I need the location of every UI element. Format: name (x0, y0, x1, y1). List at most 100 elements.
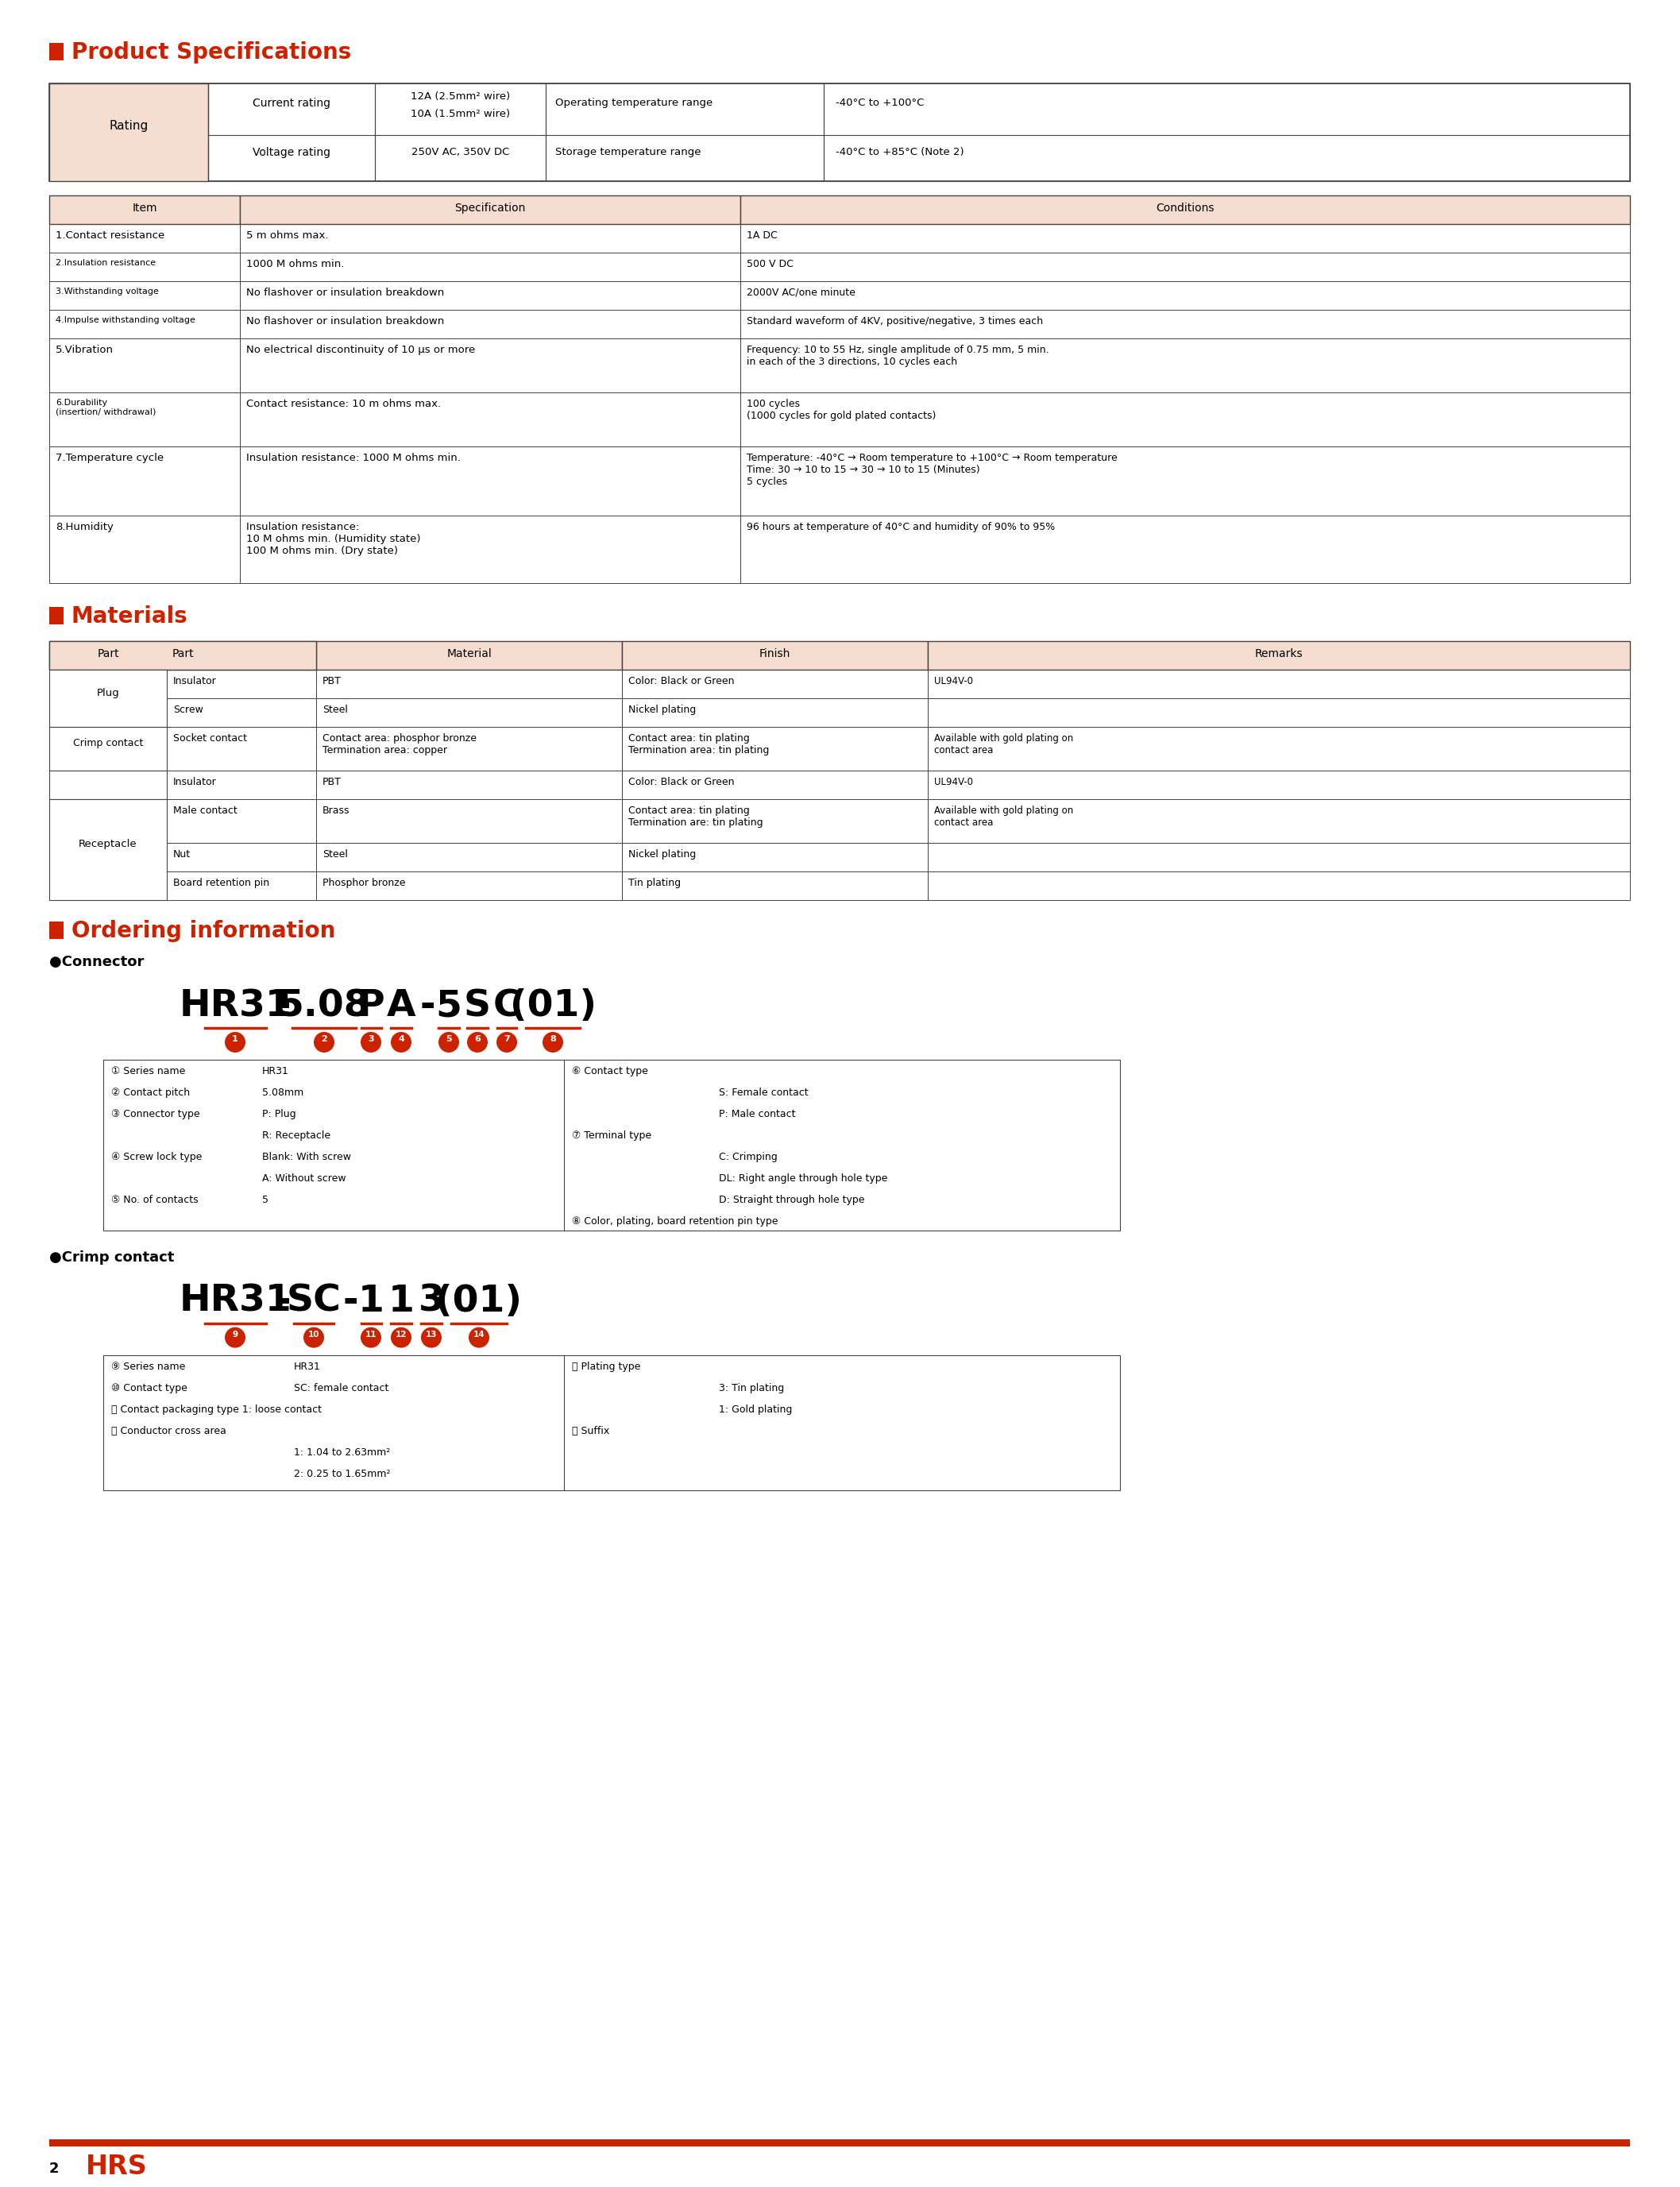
Bar (927, 842, 1630, 873)
Text: Contact area: phosphor bronze
Termination area: copper: Contact area: phosphor bronze Terminatio… (323, 733, 477, 757)
Bar (166, 698, 316, 726)
Text: 13: 13 (425, 1330, 437, 1338)
Text: 2: 2 (321, 1034, 328, 1043)
Bar (49, 339, 240, 391)
Bar (741, 446, 1630, 516)
Text: Board retention pin: Board retention pin (173, 877, 269, 888)
Bar (166, 726, 316, 770)
Text: SC: female contact: SC: female contact (294, 1382, 388, 1393)
Text: 2: 2 (49, 2161, 59, 2176)
Text: P: Plug: P: Plug (262, 1109, 296, 1120)
Text: -: - (343, 1284, 358, 1319)
Bar (49, 2139, 1630, 2145)
Bar (316, 798, 622, 842)
Bar (49, 280, 240, 311)
Bar (622, 873, 927, 901)
Bar (622, 842, 927, 873)
Bar (49, 641, 166, 669)
Text: -40°C to +100°C: -40°C to +100°C (835, 98, 924, 107)
Text: 1A DC: 1A DC (746, 230, 778, 241)
Bar (240, 339, 741, 391)
Text: 5: 5 (435, 989, 462, 1024)
Text: Color: Black or Green: Color: Black or Green (628, 776, 734, 787)
Bar (208, 83, 375, 182)
Text: 10A (1.5mm² wire): 10A (1.5mm² wire) (410, 109, 511, 118)
Text: ●Crimp contact: ●Crimp contact (49, 1251, 175, 1264)
Circle shape (361, 1328, 381, 1347)
Text: Contact area: tin plating
Termination are: tin plating: Contact area: tin plating Termination ar… (628, 805, 763, 829)
Bar (316, 842, 622, 873)
Text: Item: Item (133, 203, 156, 214)
Bar (49, 83, 1630, 182)
Bar (622, 798, 927, 842)
Circle shape (438, 1032, 459, 1052)
Bar (240, 516, 741, 584)
Text: Phosphor bronze: Phosphor bronze (323, 877, 405, 888)
Text: Nut: Nut (173, 849, 192, 859)
Text: Receptacle: Receptacle (79, 840, 138, 849)
Bar (316, 726, 622, 770)
Text: A: Without screw: A: Without screw (262, 1172, 346, 1183)
Text: 100 cycles
(1000 cycles for gold plated contacts): 100 cycles (1000 cycles for gold plated … (746, 398, 936, 420)
Text: UL94V-0: UL94V-0 (934, 676, 973, 687)
Text: Steel: Steel (323, 704, 348, 715)
Text: P: P (358, 989, 385, 1024)
Circle shape (543, 1032, 563, 1052)
Text: Available with gold plating on
contact area: Available with gold plating on contact a… (934, 733, 1074, 757)
Text: 3: 3 (368, 1034, 375, 1043)
Text: Voltage rating: Voltage rating (252, 147, 331, 157)
Text: ⑪ Contact packaging type 1: loose contact: ⑪ Contact packaging type 1: loose contac… (111, 1404, 321, 1415)
Bar (240, 311, 741, 339)
Text: 8: 8 (549, 1034, 556, 1043)
Bar (927, 798, 1630, 842)
Text: 11: 11 (365, 1330, 376, 1338)
Text: 9: 9 (232, 1330, 239, 1338)
Bar (166, 798, 316, 842)
Text: ③ Connector type: ③ Connector type (111, 1109, 200, 1120)
Bar (622, 726, 927, 770)
Text: Nickel plating: Nickel plating (628, 704, 696, 715)
Text: ⑩ Contact type: ⑩ Contact type (111, 1382, 188, 1393)
Text: ⑬ Plating type: ⑬ Plating type (571, 1360, 640, 1371)
Text: 5: 5 (445, 1034, 452, 1043)
Text: P: Male contact: P: Male contact (719, 1109, 796, 1120)
Text: Part: Part (171, 650, 193, 660)
Text: Materials: Materials (72, 606, 188, 628)
Bar (166, 641, 316, 669)
Bar (741, 339, 1630, 391)
Text: 5.08mm: 5.08mm (262, 1087, 304, 1098)
Text: 4.Impulse withstanding voltage: 4.Impulse withstanding voltage (55, 315, 195, 324)
Bar (49, 311, 240, 339)
Bar (49, 391, 240, 446)
Bar (49, 669, 166, 726)
Bar (741, 391, 1630, 446)
Text: Product Specifications: Product Specifications (72, 42, 351, 63)
Text: 3.Withstanding voltage: 3.Withstanding voltage (55, 286, 160, 295)
Bar (49, 608, 64, 625)
Bar (927, 726, 1630, 770)
Text: DL: Right angle through hole type: DL: Right angle through hole type (719, 1172, 887, 1183)
Text: Conditions: Conditions (1156, 203, 1215, 214)
Text: S: Female contact: S: Female contact (719, 1087, 808, 1098)
Text: 6.Durability
(insertion/ withdrawal): 6.Durability (insertion/ withdrawal) (55, 398, 156, 416)
Text: 1: Gold plating: 1: Gold plating (719, 1404, 793, 1415)
Bar (49, 252, 240, 280)
Circle shape (314, 1032, 334, 1052)
Bar (49, 446, 240, 516)
Circle shape (225, 1328, 245, 1347)
Text: ② Contact pitch: ② Contact pitch (111, 1087, 190, 1098)
Text: 5.Vibration: 5.Vibration (55, 346, 114, 354)
Text: ⑫ Conductor cross area: ⑫ Conductor cross area (111, 1426, 227, 1437)
Text: ⑤ No. of contacts: ⑤ No. of contacts (111, 1194, 198, 1205)
Bar (622, 770, 927, 798)
Bar (927, 698, 1630, 726)
Bar (166, 770, 316, 798)
Text: (01): (01) (435, 1284, 522, 1319)
Bar (823, 83, 1630, 182)
Bar (102, 1356, 1121, 1489)
Text: 5.08: 5.08 (277, 989, 370, 1024)
Text: ⑭ Suffix: ⑭ Suffix (571, 1426, 610, 1437)
Bar (927, 873, 1630, 901)
Bar (49, 921, 64, 938)
Bar (741, 252, 1630, 280)
